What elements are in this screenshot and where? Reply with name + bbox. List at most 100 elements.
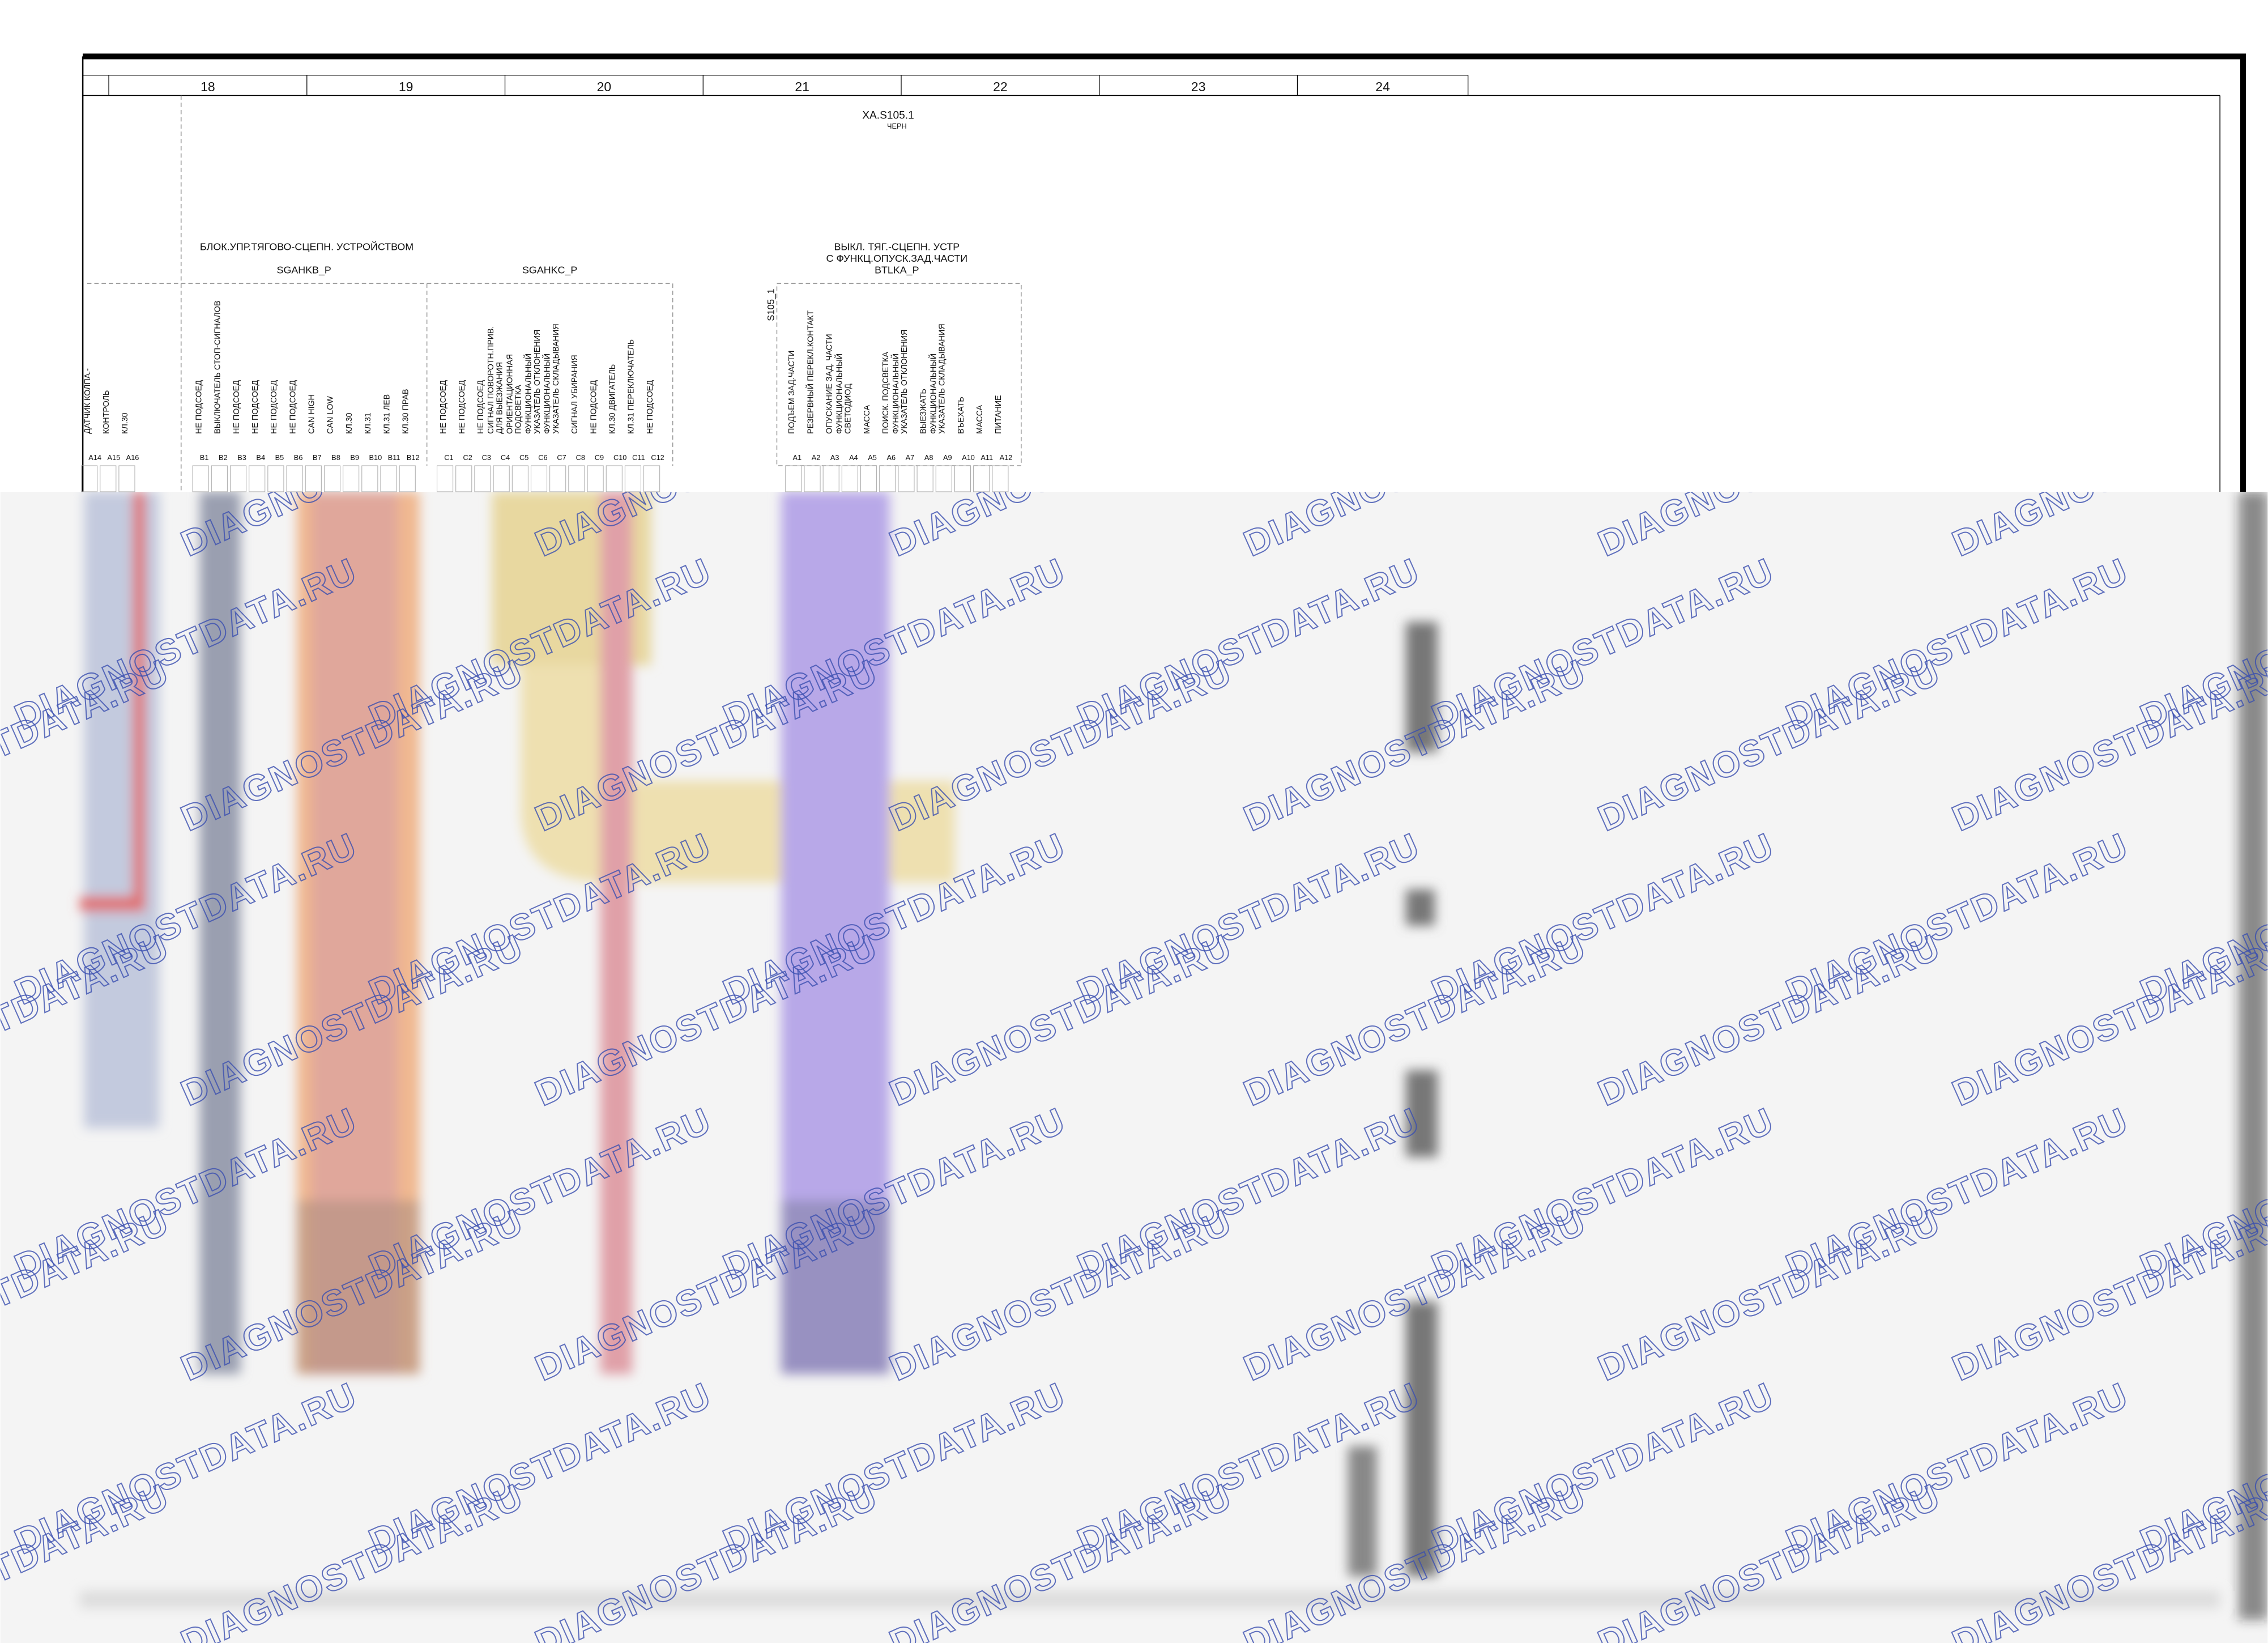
pin-id: B4 <box>256 453 265 462</box>
pin-box <box>624 465 641 492</box>
pin-label: КЛ.30 ПРАВ <box>401 389 410 433</box>
pin-label: УКАЗАТЕЛЬ ОТКЛОНЕНИЯ <box>900 330 909 434</box>
unit-ref: S105_1 <box>765 289 776 321</box>
pin-box <box>249 465 266 492</box>
pin-id: B2 <box>219 453 228 462</box>
pin-label: НЕ ПОДСОЕД <box>646 380 655 434</box>
pin-box <box>81 465 98 492</box>
pin-label: КЛ.30 <box>121 412 130 434</box>
pin-label: КЛ.31 ПЕРЕКЛЮЧАТЕЛЬ <box>627 339 636 434</box>
pin-box <box>474 465 491 492</box>
pin-label: ФУНКЦИОНАЛЬНЫЙ <box>890 354 901 434</box>
pin-box <box>916 465 933 492</box>
unit-title: С ФУНКЦ.ОПУСК.ЗАД.ЧАСТИ <box>826 253 968 264</box>
unit-title: ВЫКЛ. ТЯГ.-СЦЕПН. УСТР <box>834 241 960 253</box>
pin-id: A5 <box>868 453 877 462</box>
pin-id: A15 <box>108 453 121 462</box>
pin-label: НЕ ПОДСОЕД <box>589 380 598 434</box>
pin-box <box>606 465 623 492</box>
pin-id: B10 <box>369 453 382 462</box>
pin-box <box>530 465 548 492</box>
pin-id: C3 <box>482 453 491 462</box>
pin-box <box>992 465 1009 492</box>
pin-label: CAN HIGH <box>308 394 317 434</box>
pin-label: ФУНКЦИОНАЛЬНЫЙ <box>523 354 533 434</box>
pin-label: СВЕТОДИОД <box>844 384 853 434</box>
connector-color: ЧЕРН <box>887 122 907 130</box>
pin-id: A4 <box>849 453 858 462</box>
pin-label: CAN LOW <box>326 396 335 434</box>
pin-label: МАССА <box>863 405 872 433</box>
pin-id: A1 <box>793 453 802 462</box>
pin-label: УКАЗАТЕЛЬ СКЛАДЫВАНИЯ <box>552 324 561 434</box>
wire <box>84 491 160 1129</box>
pin-id: A7 <box>906 453 915 462</box>
pin-id: C7 <box>557 453 566 462</box>
wire <box>133 491 145 912</box>
pin-label: КЛ.31 <box>364 412 373 434</box>
pin-label: НЕ ПОДСОЕД <box>270 380 279 434</box>
pin-box <box>587 465 604 492</box>
pin-box <box>822 465 839 492</box>
pin-box <box>286 465 303 492</box>
pin-id: B3 <box>237 453 246 462</box>
pin-id: C12 <box>651 453 664 462</box>
pin-box <box>455 465 472 492</box>
pin-box <box>860 465 877 492</box>
pin-label: ФУНКЦИОНАЛЬНЫЙ <box>834 354 844 434</box>
pin-id: A2 <box>812 453 821 462</box>
pin-box <box>879 465 896 492</box>
pin-box <box>100 465 117 492</box>
pin-id: A12 <box>1000 453 1013 462</box>
pin-id: C11 <box>632 453 645 462</box>
pin-box <box>804 465 821 492</box>
pin-id: B1 <box>200 453 209 462</box>
pin-box <box>380 465 397 492</box>
pin-id: A8 <box>924 453 933 462</box>
pin-label: ВЫКЛЮЧАТЕЛЬ СТОП-СИГНАЛОВ <box>214 301 223 434</box>
wire <box>1405 1070 1438 1157</box>
pin-box <box>643 465 660 492</box>
pin-id: C8 <box>576 453 585 462</box>
dashed-box <box>776 283 1022 466</box>
pin-label: ПОДСВЕТКА <box>514 385 523 434</box>
pin-id: C6 <box>538 453 547 462</box>
pin-box <box>267 465 284 492</box>
pin-id: A6 <box>886 453 896 462</box>
pin-label: СИГНАЛ ПОВОРОТН.ПРИВ. <box>487 326 496 434</box>
pin-box <box>305 465 322 492</box>
pin-label: ДАТЧИК КОЛПА.- <box>83 368 92 434</box>
column-number: 23 <box>1191 79 1206 94</box>
unit-title: БЛОК.УПР.ТЯГОВО-СЦЕПН. УСТРОЙСТВОМ <box>200 241 413 253</box>
pin-box <box>954 465 971 492</box>
column-number: 22 <box>993 79 1008 94</box>
pin-id: A14 <box>88 453 101 462</box>
unit-name: BTLKA_P <box>875 264 919 276</box>
pin-id: A10 <box>962 453 975 462</box>
wire <box>781 1200 890 1374</box>
pin-box <box>973 465 990 492</box>
pin-label: РЕЗЕРВНЫЙ ПЕРЕКЛ.КОНТАКТ <box>805 310 815 434</box>
pin-label: НЕ ПОДСОЕД <box>439 380 448 434</box>
pin-id: C5 <box>519 453 528 462</box>
pin-box <box>935 465 952 492</box>
pin-id: B9 <box>350 453 359 462</box>
pin-box <box>841 465 858 492</box>
pin-box <box>343 465 360 492</box>
column-number: 19 <box>399 79 413 94</box>
pin-id: A16 <box>126 453 139 462</box>
pin-label: ПОДЪЕМ ЗАД.ЧАСТИ <box>787 351 796 434</box>
pin-id: B11 <box>388 453 400 462</box>
pin-id: A3 <box>830 453 839 462</box>
pin-id: B7 <box>313 453 322 462</box>
pin-box <box>493 465 510 492</box>
blurred-area: DIAGNOSTDATA.RU DIAGNOSTDATA.RU DIAGNOSTDA… <box>0 491 2268 1643</box>
wire <box>296 1200 420 1374</box>
pin-label: НЕ ПОДСОЕД <box>288 380 297 434</box>
pin-id: C9 <box>595 453 604 462</box>
pin-id: B6 <box>294 453 303 462</box>
pin-id: B12 <box>407 453 420 462</box>
border <box>2239 491 2268 1620</box>
pin-label: НЕ ПОДСОЕД <box>251 380 260 434</box>
